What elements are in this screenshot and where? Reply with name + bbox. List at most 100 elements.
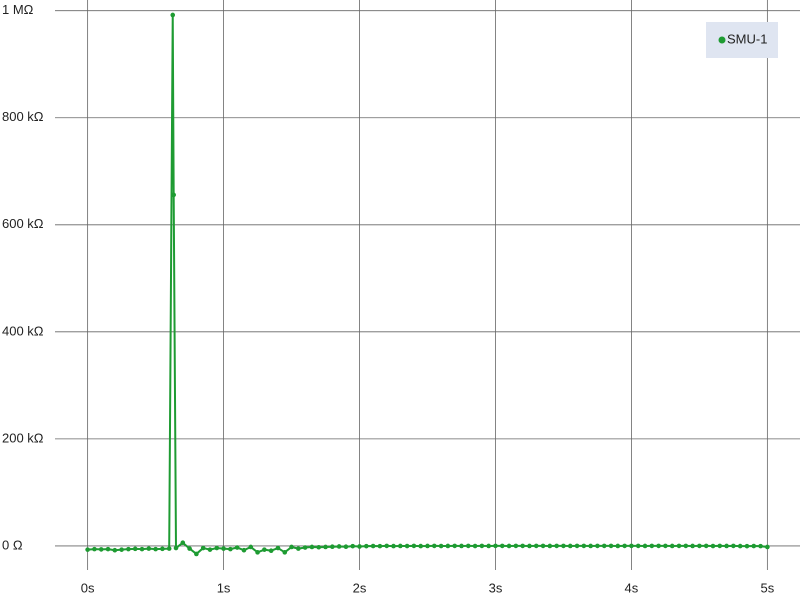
data-point bbox=[676, 543, 682, 549]
data-point bbox=[513, 543, 519, 549]
data-point bbox=[296, 546, 301, 551]
data-point bbox=[105, 546, 111, 552]
data-point bbox=[710, 543, 716, 549]
data-point bbox=[166, 546, 172, 551]
data-point bbox=[608, 543, 614, 549]
y-tick-label: 0 Ω bbox=[2, 537, 23, 552]
x-tick-label: 5s bbox=[761, 580, 775, 595]
data-point bbox=[302, 545, 308, 550]
data-point bbox=[132, 546, 138, 552]
data-point bbox=[398, 543, 403, 549]
data-point bbox=[255, 550, 260, 555]
data-point bbox=[588, 543, 593, 549]
data-point bbox=[595, 543, 600, 549]
x-tick-label: 3s bbox=[489, 580, 503, 595]
data-point bbox=[581, 543, 587, 549]
data-point bbox=[391, 543, 396, 549]
data-point bbox=[533, 543, 539, 549]
data-point bbox=[418, 543, 424, 549]
data-point bbox=[228, 546, 233, 552]
data-point bbox=[214, 545, 220, 551]
data-point bbox=[425, 543, 430, 549]
data-point bbox=[622, 543, 627, 549]
data-point bbox=[112, 547, 118, 553]
data-point bbox=[126, 546, 131, 552]
data-point bbox=[336, 544, 342, 549]
data-point bbox=[703, 543, 709, 549]
data-point bbox=[119, 547, 124, 552]
data-point bbox=[262, 547, 267, 552]
data-point bbox=[724, 543, 729, 549]
data-point bbox=[554, 543, 559, 549]
y-tick-label: 1 MΩ bbox=[2, 2, 34, 17]
data-point bbox=[275, 545, 281, 551]
data-point bbox=[472, 543, 478, 549]
data-point bbox=[357, 544, 362, 549]
data-point bbox=[221, 546, 226, 551]
data-point bbox=[364, 543, 369, 549]
data-point bbox=[268, 548, 274, 554]
data-point bbox=[479, 543, 485, 549]
x-tick-label: 1s bbox=[217, 580, 231, 595]
data-point bbox=[343, 544, 349, 550]
data-point bbox=[160, 546, 165, 552]
y-tick-label: 200 kΩ bbox=[2, 430, 44, 445]
data-point bbox=[85, 547, 90, 552]
data-point bbox=[316, 544, 322, 550]
data-point bbox=[370, 543, 376, 549]
data-point bbox=[241, 547, 247, 553]
data-point bbox=[601, 543, 607, 549]
x-tick-label: 2s bbox=[353, 580, 367, 595]
data-point bbox=[438, 543, 444, 549]
data-point bbox=[384, 543, 390, 549]
y-tick-label: 800 kΩ bbox=[2, 109, 44, 124]
data-point bbox=[139, 546, 145, 552]
data-point bbox=[499, 543, 505, 549]
data-point bbox=[180, 540, 186, 546]
data-point bbox=[731, 543, 736, 549]
data-point bbox=[431, 543, 437, 549]
data-point bbox=[330, 544, 335, 550]
legend-marker bbox=[718, 36, 726, 44]
data-point bbox=[751, 543, 757, 549]
data-point bbox=[377, 543, 383, 549]
data-point bbox=[629, 543, 634, 549]
data-point bbox=[465, 543, 471, 549]
data-point bbox=[649, 543, 655, 549]
y-tick-label: 600 kΩ bbox=[2, 216, 44, 231]
data-point bbox=[153, 546, 158, 552]
data-point bbox=[282, 550, 288, 555]
y-tick-label: 400 kΩ bbox=[2, 323, 44, 338]
data-point bbox=[520, 543, 525, 549]
data-point bbox=[411, 543, 417, 549]
series-line bbox=[87, 13, 768, 555]
data-point bbox=[194, 551, 199, 557]
data-point bbox=[493, 543, 498, 549]
data-point bbox=[404, 543, 410, 549]
data-point bbox=[350, 543, 356, 549]
data-point bbox=[173, 545, 179, 551]
data-point bbox=[540, 543, 546, 549]
data-point bbox=[486, 543, 491, 549]
data-point bbox=[289, 544, 294, 550]
data-point bbox=[765, 544, 770, 550]
data-point bbox=[547, 543, 553, 549]
data-point bbox=[697, 543, 702, 549]
data-point bbox=[737, 543, 743, 549]
data-point bbox=[146, 546, 152, 551]
data-point bbox=[663, 543, 668, 549]
data-point bbox=[574, 543, 580, 549]
data-point bbox=[683, 543, 689, 549]
data-point bbox=[635, 543, 641, 549]
data-point bbox=[642, 543, 648, 549]
data-point bbox=[758, 543, 763, 549]
data-point bbox=[615, 543, 621, 549]
data-point bbox=[506, 543, 512, 549]
legend: SMU-1 bbox=[706, 22, 778, 58]
data-point bbox=[669, 543, 675, 549]
data-point bbox=[445, 543, 451, 549]
data-point bbox=[171, 192, 176, 198]
data-point bbox=[309, 544, 315, 550]
